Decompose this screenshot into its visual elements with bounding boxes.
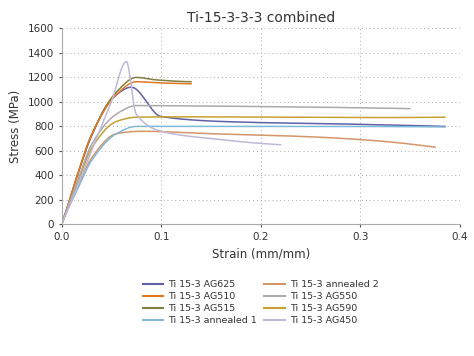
Ti 15-3 AG450	[189, 135, 195, 139]
Ti 15-3 AG510	[59, 222, 64, 226]
Ti 15-3 annealed 1	[442, 125, 447, 129]
Ti 15-3 annealed 1	[407, 125, 413, 129]
Ti 15-3 AG450	[60, 220, 65, 225]
Ti 15-3 AG450	[244, 140, 250, 145]
Ti 15-3 AG510	[138, 80, 144, 84]
Ti 15-3 annealed 1	[135, 124, 140, 129]
Ti 15-3 AG590	[178, 115, 183, 119]
Ti 15-3 AG590	[295, 115, 301, 119]
Title: Ti-15-3-3-3 combined: Ti-15-3-3-3 combined	[187, 11, 335, 25]
Ti 15-3 AG450	[59, 222, 64, 226]
Ti 15-3 annealed 2	[60, 219, 66, 223]
Ti 15-3 AG625	[128, 85, 134, 89]
Ti 15-3 AG550	[376, 106, 382, 110]
Ti 15-3 AG550	[407, 106, 413, 111]
Line: Ti 15-3 annealed 1: Ti 15-3 annealed 1	[62, 126, 445, 224]
Line: Ti 15-3 AG590: Ti 15-3 AG590	[62, 117, 445, 224]
Line: Ti 15-3 AG510: Ti 15-3 AG510	[62, 82, 191, 224]
Ti 15-3 AG550	[266, 105, 272, 109]
Ti 15-3 annealed 1	[60, 219, 66, 223]
Ti 15-3 AG510	[168, 81, 174, 85]
Ti 15-3 AG590	[60, 219, 66, 223]
Ti 15-3 AG515	[136, 75, 142, 80]
Ti 15-3 AG625	[383, 123, 389, 127]
Line: Ti 15-3 AG515: Ti 15-3 AG515	[62, 78, 191, 224]
Ti 15-3 AG590	[287, 115, 292, 119]
Ti 15-3 AG515	[176, 79, 182, 84]
Ti 15-3 AG550	[354, 106, 359, 110]
Ti 15-3 AG625	[442, 124, 447, 129]
Line: Ti 15-3 AG450: Ti 15-3 AG450	[62, 62, 281, 224]
Ti 15-3 AG450	[278, 143, 283, 147]
Ti 15-3 AG550	[59, 222, 64, 226]
Ti 15-3 AG450	[258, 141, 264, 146]
Ti 15-3 AG590	[407, 115, 413, 120]
Ti 15-3 annealed 2	[289, 134, 294, 138]
Ti 15-3 AG550	[267, 105, 273, 109]
Ti 15-3 annealed 1	[59, 222, 64, 226]
Ti 15-3 AG515	[59, 222, 64, 226]
Line: Ti 15-3 AG625: Ti 15-3 AG625	[62, 87, 445, 224]
Ti 15-3 AG590	[288, 115, 294, 119]
Line: Ti 15-3 AG550: Ti 15-3 AG550	[62, 106, 410, 224]
Ti 15-3 annealed 2	[374, 139, 380, 143]
Ti 15-3 AG625	[59, 222, 64, 226]
Ti 15-3 annealed 2	[432, 145, 438, 149]
Ti 15-3 AG450	[193, 135, 199, 139]
Ti 15-3 AG550	[273, 105, 279, 109]
Ti 15-3 annealed 1	[295, 124, 301, 129]
Ti 15-3 AG550	[60, 219, 65, 223]
Ti 15-3 annealed 2	[282, 134, 288, 138]
Line: Ti 15-3 annealed 2: Ti 15-3 annealed 2	[62, 131, 435, 224]
Ti 15-3 AG510	[176, 82, 182, 86]
Ti 15-3 AG625	[60, 219, 66, 223]
Ti 15-3 AG510	[136, 80, 142, 84]
Ti 15-3 AG625	[288, 121, 294, 125]
Ti 15-3 AG590	[442, 115, 447, 119]
Y-axis label: Stress (MPa): Stress (MPa)	[9, 90, 22, 163]
Ti 15-3 AG590	[383, 115, 389, 120]
Ti 15-3 AG510	[134, 80, 139, 84]
Ti 15-3 annealed 2	[139, 129, 145, 134]
Ti 15-3 AG625	[295, 121, 301, 125]
Ti 15-3 AG510	[188, 82, 194, 86]
Ti 15-3 AG515	[136, 75, 142, 80]
Ti 15-3 AG450	[123, 59, 129, 64]
Ti 15-3 AG515	[168, 79, 174, 83]
Ti 15-3 AG590	[59, 222, 64, 226]
Ti 15-3 AG625	[287, 121, 292, 125]
Ti 15-3 annealed 1	[288, 124, 294, 129]
Ti 15-3 AG515	[188, 80, 194, 84]
Ti 15-3 AG515	[59, 221, 65, 225]
Ti 15-3 annealed 1	[383, 124, 389, 129]
Ti 15-3 annealed 2	[59, 222, 64, 226]
Ti 15-3 annealed 2	[281, 134, 287, 138]
Ti 15-3 AG550	[133, 104, 139, 108]
Ti 15-3 AG625	[407, 124, 413, 128]
Ti 15-3 AG510	[136, 80, 142, 84]
X-axis label: Strain (mm/mm): Strain (mm/mm)	[211, 247, 310, 261]
Ti 15-3 annealed 2	[398, 141, 404, 145]
Ti 15-3 AG515	[134, 75, 139, 80]
Ti 15-3 annealed 1	[287, 124, 292, 129]
Ti 15-3 AG510	[59, 221, 65, 225]
Ti 15-3 AG450	[190, 135, 196, 139]
Ti 15-3 AG515	[138, 75, 144, 80]
Legend: Ti 15-3 AG625, Ti 15-3 AG510, Ti 15-3 AG515, Ti 15-3 annealed 1, Ti 15-3 anneale: Ti 15-3 AG625, Ti 15-3 AG510, Ti 15-3 AG…	[143, 280, 379, 325]
